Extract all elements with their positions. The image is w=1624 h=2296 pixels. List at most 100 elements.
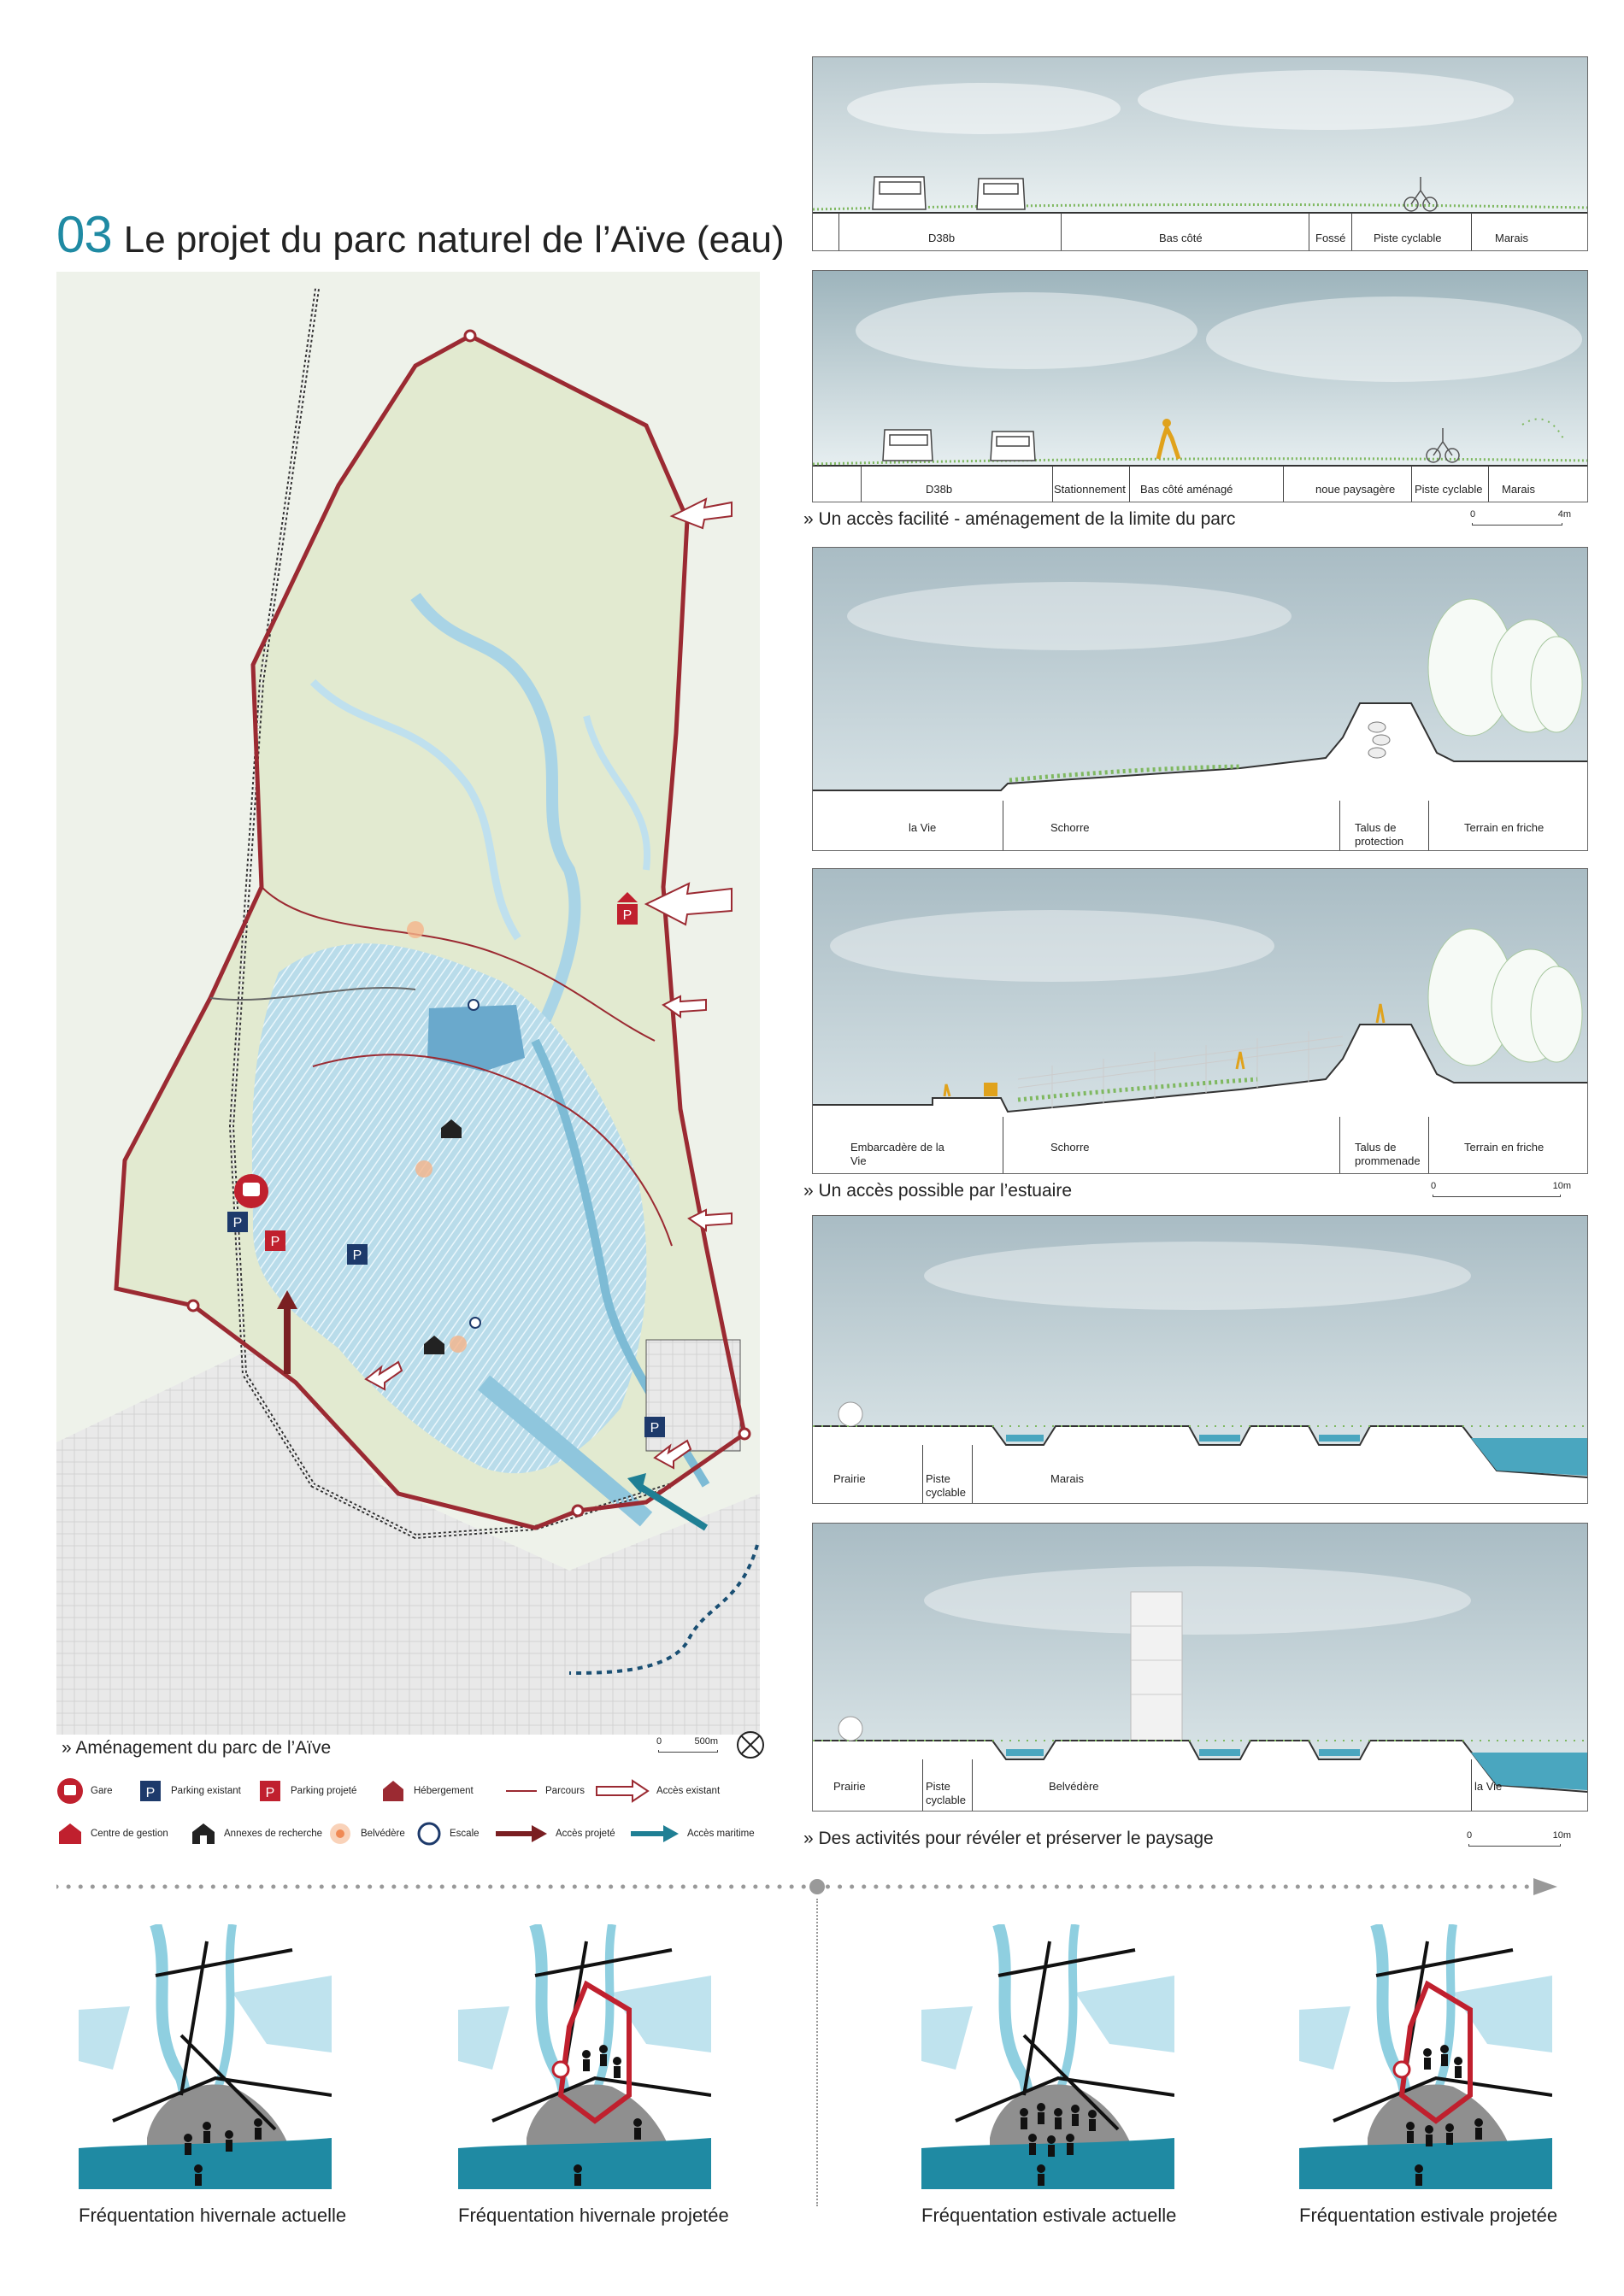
section-label: Marais xyxy=(1502,483,1536,496)
caption-access-easy: » Un accès facilité - aménagement de la … xyxy=(803,509,1236,529)
page-title: 03 Le projet du parc naturel de l’Aïve (e… xyxy=(56,205,785,264)
frequentation-diagram-summer-projected xyxy=(1299,1922,1553,2189)
frequentation-diagram-winter-current xyxy=(79,1922,332,2189)
svg-text:P: P xyxy=(233,1216,243,1230)
frequentation-diagram-summer-current xyxy=(921,1922,1175,2189)
section-label: Terrain en friche xyxy=(1464,821,1545,834)
section-label: noue paysagère xyxy=(1315,483,1396,496)
section-label: Piste cyclable xyxy=(1374,232,1442,244)
svg-text:P: P xyxy=(146,1786,156,1800)
legend-gare: Gare xyxy=(56,1777,113,1805)
management-center-icon xyxy=(56,1820,84,1847)
maritime-access-arrow-icon xyxy=(629,1820,680,1847)
svg-text:P: P xyxy=(266,1786,275,1800)
section-label: Prairie xyxy=(833,1780,866,1793)
svg-text:P: P xyxy=(650,1421,660,1436)
legend-parking-projete: P Parking projeté xyxy=(256,1777,356,1805)
title-number: 03 xyxy=(56,206,113,263)
caption-access-estuary: » Un accès possible par l’estuaire xyxy=(803,1181,1072,1201)
frequentation-diagram-winter-projected xyxy=(458,1922,712,2189)
legend-escale: Escale xyxy=(415,1820,480,1847)
parking-planned-icon: P xyxy=(256,1777,284,1805)
scale-start: 0 xyxy=(1467,1830,1473,1841)
section-label: Marais xyxy=(1495,232,1529,244)
scale-end: 10m xyxy=(1552,1181,1571,1191)
svg-text:P: P xyxy=(353,1248,362,1263)
section-label: Stationnement xyxy=(1054,483,1126,496)
research-annex-icon xyxy=(190,1820,217,1847)
frequentation-label: Fréquentation estivale actuelle xyxy=(921,2205,1177,2226)
legend-label: Parking existant xyxy=(171,1786,241,1796)
frequentation-label: Fréquentation hivernale actuelle xyxy=(79,2205,347,2226)
section-label: Talus de prommenade xyxy=(1355,1141,1421,1167)
legend-label: Escale xyxy=(450,1829,480,1839)
section-label: la Vie xyxy=(909,821,937,834)
map-caption: » Aménagement du parc de l’Aïve xyxy=(62,1738,332,1758)
park-map: P P P P P xyxy=(56,272,760,1735)
legend-label: Centre de gestion xyxy=(91,1829,168,1839)
frequentation-label: Fréquentation estivale projetée xyxy=(1299,2205,1558,2226)
scale-start: 0 xyxy=(1431,1181,1437,1191)
section-label: D38b xyxy=(928,232,956,244)
svg-text:P: P xyxy=(271,1235,280,1249)
legend-label: Annexes de recherche xyxy=(224,1829,323,1839)
scale-3: 0 10m xyxy=(1467,1830,1571,1849)
caption-activities: » Des activités pour révéler et préserve… xyxy=(803,1829,1214,1848)
map-scale: 0 500m xyxy=(656,1736,718,1755)
legend-parcours: Parcours xyxy=(504,1777,585,1805)
section-label: Piste cyclable xyxy=(926,1472,966,1499)
legend-belvedere: Belvédère xyxy=(327,1820,405,1847)
legend-label: Belvédère xyxy=(361,1829,405,1839)
planned-access-arrow-icon xyxy=(494,1820,549,1847)
legend-label: Gare xyxy=(91,1786,113,1796)
scale-end: 10m xyxy=(1552,1830,1571,1841)
legend-acces-existant: Accès existant xyxy=(595,1777,720,1805)
legend-label: Parcours xyxy=(545,1786,585,1796)
viewpoint-icon xyxy=(327,1820,354,1847)
section-estuary-marsh: Prairie Piste cyclable Marais xyxy=(812,1215,1588,1504)
section-la-vie-projected: Embarcadère de la Vie Schorre Talus de p… xyxy=(812,868,1588,1174)
legend-label: Accès maritime xyxy=(687,1829,755,1839)
legend-label: Accès existant xyxy=(656,1786,721,1796)
scale-end: 4m xyxy=(1557,509,1571,520)
section-label: Bas côté xyxy=(1159,232,1203,244)
legend-hebergement: Hébergement xyxy=(380,1777,474,1805)
scale-1: 0 4m xyxy=(1470,509,1571,528)
map-scale-start: 0 xyxy=(656,1736,662,1747)
section-label: Piste cyclable xyxy=(926,1780,966,1806)
section-label: Piste cyclable xyxy=(1415,483,1483,496)
existing-access-arrow-icon xyxy=(595,1777,650,1805)
legend-label: Parking projeté xyxy=(291,1786,357,1796)
north-arrow-icon xyxy=(735,1729,766,1760)
frequentation-label: Fréquentation hivernale projetée xyxy=(458,2205,729,2226)
section-road-projected: D38b Stationnement Bas côté aménagé noue… xyxy=(812,270,1588,502)
lodging-icon xyxy=(380,1777,407,1805)
svg-text:P: P xyxy=(623,908,633,923)
legend-annexes-recherche: Annexes de recherche xyxy=(190,1820,322,1847)
section-road-current: D38b Bas côté Fossé Piste cyclable Marai… xyxy=(812,56,1588,251)
section-label: D38b xyxy=(926,483,953,496)
season-divider xyxy=(816,1899,819,2206)
legend-label: Hébergement xyxy=(414,1786,474,1796)
trail-line-icon xyxy=(504,1777,538,1805)
section-label: Prairie xyxy=(833,1472,866,1485)
title-text: Le projet du parc naturel de l’Aïve (eau… xyxy=(123,219,785,261)
section-label: Schorre xyxy=(1050,1141,1090,1154)
legend-acces-maritime: Accès maritime xyxy=(629,1820,755,1847)
section-label: Marais xyxy=(1050,1472,1085,1485)
legend-parking-existant: P Parking existant xyxy=(137,1777,241,1805)
season-timeline xyxy=(54,1876,1561,1897)
section-label: Embarcadère de la Vie xyxy=(850,1141,944,1167)
section-label: Bas côté aménagé xyxy=(1140,483,1233,496)
section-belvedere: Prairie Piste cyclable Belvédère la Vie xyxy=(812,1523,1588,1812)
scale-start: 0 xyxy=(1470,509,1476,520)
section-label: Talus de protection xyxy=(1355,821,1404,848)
section-label: Schorre xyxy=(1050,821,1090,834)
section-la-vie-current: la Vie Schorre Talus de protection Terra… xyxy=(812,547,1588,851)
section-label: Fossé xyxy=(1315,232,1346,244)
scale-2: 0 10m xyxy=(1431,1181,1571,1200)
stopover-icon xyxy=(415,1820,443,1847)
train-station-icon xyxy=(56,1777,84,1805)
legend-acces-projete: Accès projeté xyxy=(494,1820,615,1847)
section-label: Terrain en friche xyxy=(1464,1141,1545,1154)
